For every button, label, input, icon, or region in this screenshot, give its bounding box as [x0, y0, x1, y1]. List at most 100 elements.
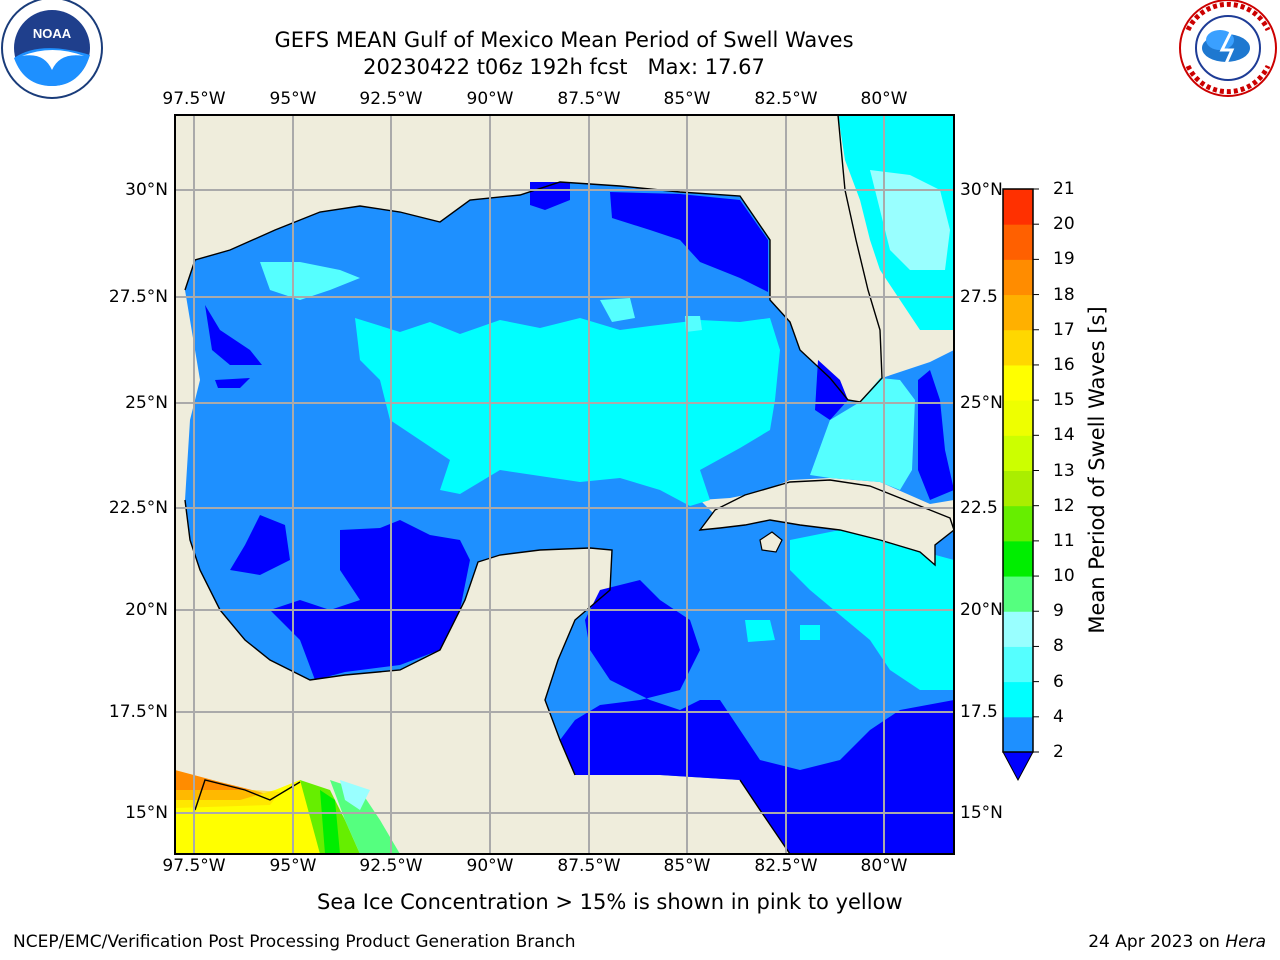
lon-label: 87.5°W	[557, 89, 621, 109]
dark-patch	[815, 360, 848, 420]
colorbar-label: 6	[1053, 671, 1064, 692]
colorbar-title: Mean Period of Swell Waves [s]	[1085, 306, 1109, 634]
lon-label: 92.5°W	[359, 89, 423, 109]
colorbar-segment	[1003, 329, 1033, 366]
lon-label: 80°W	[860, 89, 908, 109]
nws-logo	[1179, 0, 1277, 97]
lon-label: 85°W	[663, 856, 711, 876]
lat-label: 22.5	[960, 498, 998, 518]
lat-label: 15°N	[960, 803, 1003, 823]
lon-label: 87.5°W	[557, 856, 621, 876]
colorbar-label: 2	[1053, 742, 1064, 762]
cuba-land	[698, 479, 954, 567]
pacific-gold	[175, 790, 280, 808]
colorbar-segment	[1003, 716, 1033, 753]
pacific-yellow	[175, 780, 330, 854]
lon-label: 95°W	[269, 89, 317, 109]
lon-label: 97.5°W	[162, 856, 226, 876]
carib-cyan	[800, 625, 820, 640]
dark-patch	[610, 192, 768, 292]
colorbar-label: 14	[1053, 425, 1075, 446]
island-land	[759, 531, 783, 553]
colorbar-label: 10	[1053, 566, 1075, 587]
pacific-cyan	[340, 780, 370, 810]
colorbar-segment	[1003, 400, 1033, 436]
lat-label: 30°N	[125, 180, 168, 200]
colorbar-label: 11	[1053, 530, 1075, 551]
cyan-patch	[355, 318, 780, 506]
colorbar-segment	[1003, 470, 1033, 507]
colorbar-label: 18	[1053, 284, 1075, 305]
lon-label: 95°W	[269, 856, 317, 876]
colorbar-segment	[1003, 646, 1033, 683]
lat-label: 17.5	[960, 702, 998, 722]
chart-subtitle: 20230422 t06z 192h fcst Max: 17.67	[214, 54, 914, 80]
chart-title: GEFS MEAN Gulf of Mexico Mean Period of …	[274, 28, 854, 52]
colorbar-label: 12	[1053, 495, 1075, 516]
map-area	[175, 115, 954, 854]
colorbar-label: 17	[1053, 319, 1075, 340]
dark-patch	[205, 305, 262, 365]
colorbar-frame	[1002, 188, 1034, 753]
lon-label: 90°W	[466, 856, 514, 876]
forecast-date: 20230422 t06z 192h fcst	[363, 55, 628, 79]
lat-label: 22.5°N	[108, 498, 168, 518]
lat-label: 30°N	[960, 180, 1003, 200]
lon-label: 97.5°W	[162, 89, 226, 109]
colorbar-label: 8	[1053, 636, 1064, 657]
carib-cyan	[745, 620, 775, 642]
colorbar-segment	[1003, 364, 1033, 401]
lat-label: 17.5°N	[108, 702, 168, 722]
colorbar-segment	[1003, 681, 1033, 718]
lon-label: 82.5°W	[754, 89, 818, 109]
colorbar-label: 9	[1053, 601, 1064, 622]
lon-label: 90°W	[466, 89, 514, 109]
dark-patch	[560, 580, 954, 854]
footer-date: 24 Apr 2023 on Hera	[1088, 932, 1266, 952]
colorbar-segment	[1003, 540, 1033, 577]
coastlines	[184, 115, 883, 854]
lat-label: 20°N	[960, 600, 1003, 620]
lon-label: 92.5°W	[359, 856, 423, 876]
colorbar-under-triangle	[1002, 751, 1034, 782]
footer-machine: Hera	[1225, 932, 1266, 952]
colorbar-segment	[1003, 259, 1033, 296]
lat-label: 20°N	[125, 600, 168, 620]
colorbar-segment	[1003, 189, 1033, 225]
noaa-logo-text: NOAA	[33, 26, 72, 41]
cyan-patch	[600, 298, 635, 322]
lon-label: 82.5°W	[754, 856, 818, 876]
colorbar-label: 16	[1053, 354, 1075, 375]
colorbar-label: 4	[1053, 706, 1064, 727]
sea-ice-note: Sea Ice Concentration > 15% is shown in …	[317, 890, 903, 914]
lat-label: 25°N	[960, 393, 1003, 413]
colorbar-segment	[1003, 294, 1033, 331]
graticule	[175, 115, 954, 854]
footer-credit: NCEP/EMC/Verification Post Processing Pr…	[13, 932, 576, 952]
max-value: Max: 17.67	[647, 55, 765, 79]
map-frame	[174, 114, 955, 855]
footer-date-text: 24 Apr 2023 on	[1088, 932, 1220, 952]
colorbar-segment	[1003, 505, 1033, 542]
florida-straits	[810, 378, 915, 490]
colorbar-label: 15	[1053, 390, 1075, 411]
lat-label: 25°N	[125, 393, 168, 413]
colorbar-segment	[1003, 435, 1033, 471]
dark-patch	[230, 515, 290, 575]
lon-label: 85°W	[663, 89, 711, 109]
lat-label: 15°N	[125, 803, 168, 823]
dark-patch	[215, 378, 250, 388]
colorbar-label: 19	[1053, 249, 1075, 270]
atlantic-light	[870, 170, 950, 270]
dark-patch	[270, 520, 470, 680]
lat-label: 27.5°N	[108, 287, 168, 307]
lat-label: 27.5	[960, 287, 998, 307]
noaa-logo: NOAA	[1, 0, 103, 99]
colorbar-segment	[1003, 576, 1033, 612]
cyan-patch	[260, 262, 360, 300]
colorbar-segment	[1003, 611, 1033, 647]
lon-label: 80°W	[860, 856, 908, 876]
cyan-patch	[685, 316, 702, 332]
colorbar-label: 20	[1053, 214, 1075, 235]
